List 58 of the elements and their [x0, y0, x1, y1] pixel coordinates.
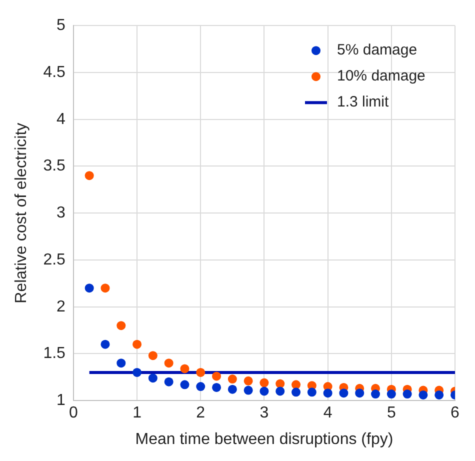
point [164, 377, 174, 386]
point [212, 372, 222, 381]
point [196, 368, 206, 377]
point [292, 388, 301, 397]
legend-label: 5% damage [337, 42, 418, 59]
y-tick-label: 3.5 [43, 158, 66, 175]
legend-label: 1.3 limit [337, 94, 390, 111]
point [100, 340, 110, 349]
point [84, 171, 94, 180]
point [292, 380, 301, 390]
point [307, 388, 316, 397]
point [434, 390, 444, 400]
point [116, 358, 126, 368]
x-tick-label: 1 [132, 404, 142, 422]
point [212, 382, 222, 392]
x-tick-label: 2 [196, 404, 206, 422]
point [260, 378, 269, 388]
point [164, 358, 174, 368]
y-tick-label: 5 [56, 17, 66, 34]
point [339, 388, 348, 398]
point [386, 390, 396, 399]
point [244, 376, 253, 386]
point [276, 386, 285, 396]
y-axis-title: Relative cost of electricity [13, 122, 30, 304]
point [148, 374, 158, 383]
point [228, 384, 237, 394]
point [402, 390, 412, 399]
x-tick-label: 0 [68, 404, 78, 422]
x-axis-title: Mean time between disruptions (fpy) [135, 430, 394, 448]
point [196, 382, 206, 392]
point [116, 321, 126, 330]
y-tick-label: 4 [56, 110, 66, 128]
point [418, 390, 428, 400]
point [276, 379, 285, 388]
point [100, 284, 110, 293]
point [260, 386, 269, 396]
x-tick-label: 6 [450, 404, 460, 422]
point [148, 351, 158, 360]
y-tick-label: 1 [56, 392, 66, 410]
legend-label: 10% damage [337, 68, 426, 85]
point [132, 368, 142, 377]
y-tick-label: 2 [56, 298, 66, 316]
point [323, 388, 332, 398]
y-tick-label: 1.5 [43, 345, 66, 362]
point [132, 340, 142, 349]
point [180, 364, 190, 374]
y-tick-label: 4.5 [43, 64, 66, 81]
point [371, 390, 380, 399]
x-tick-label: 5 [386, 404, 396, 422]
point [180, 380, 190, 390]
point [228, 374, 237, 384]
point [355, 388, 364, 398]
x-tick-label: 4 [323, 404, 332, 422]
point [84, 284, 94, 293]
point [244, 386, 253, 395]
y-tick-label: 3 [56, 204, 66, 222]
y-tick-label: 2.5 [43, 251, 66, 268]
x-tick-label: 3 [260, 404, 269, 422]
